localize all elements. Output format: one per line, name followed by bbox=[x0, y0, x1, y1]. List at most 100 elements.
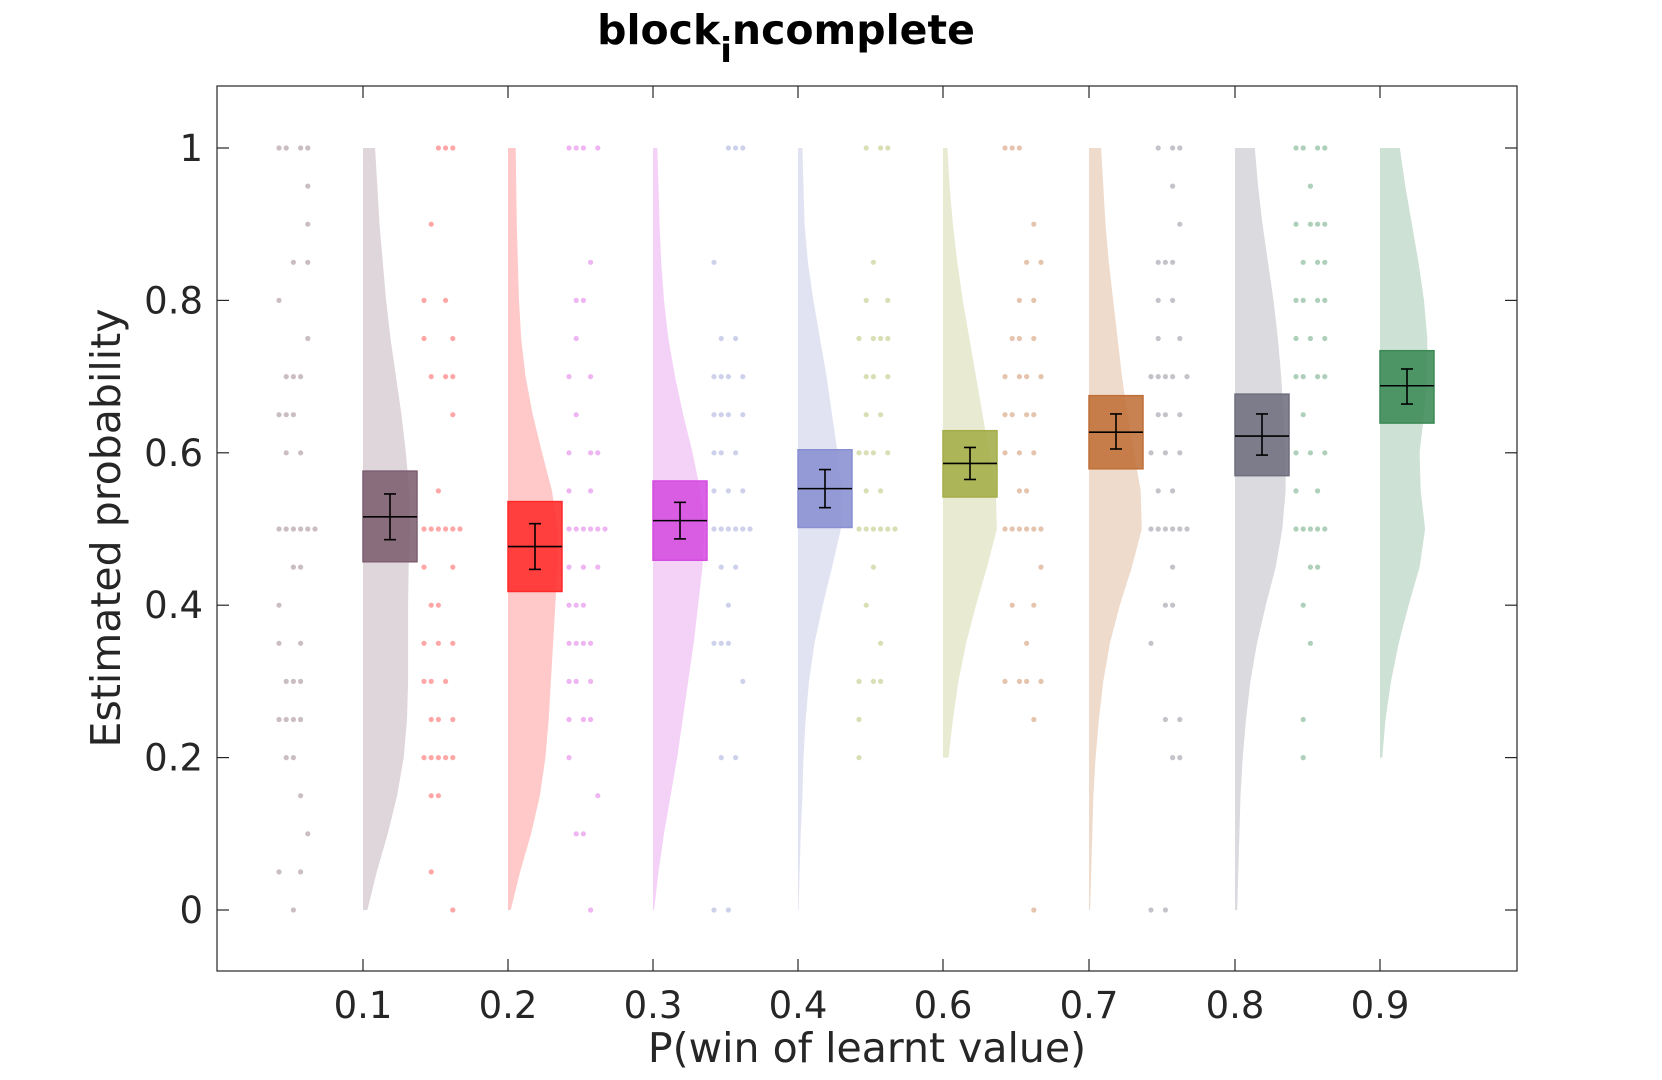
data-point bbox=[1170, 602, 1176, 608]
x-tick-label: 0.8 bbox=[1206, 984, 1265, 1027]
data-point bbox=[1307, 564, 1313, 570]
data-point bbox=[580, 602, 587, 608]
data-point bbox=[885, 297, 891, 303]
data-point bbox=[305, 335, 311, 342]
data-point bbox=[595, 526, 601, 532]
data-point bbox=[1322, 259, 1328, 265]
data-point bbox=[1002, 678, 1008, 685]
data-point bbox=[1031, 297, 1037, 303]
data-point bbox=[428, 221, 434, 227]
data-point bbox=[283, 755, 289, 761]
data-point bbox=[1148, 640, 1154, 646]
data-point bbox=[1315, 488, 1321, 494]
data-point bbox=[1009, 412, 1015, 418]
data-point bbox=[733, 564, 739, 570]
data-point bbox=[290, 716, 296, 723]
data-point bbox=[1038, 526, 1044, 532]
data-point bbox=[566, 145, 572, 151]
data-point bbox=[573, 297, 579, 303]
data-point bbox=[740, 526, 746, 532]
data-point bbox=[421, 335, 427, 342]
data-point bbox=[725, 145, 732, 151]
data-point bbox=[428, 869, 434, 875]
data-point bbox=[290, 755, 296, 761]
data-point bbox=[1155, 259, 1161, 265]
data-point bbox=[885, 335, 891, 342]
data-point bbox=[878, 640, 884, 646]
data-point bbox=[1170, 488, 1176, 494]
data-point bbox=[733, 335, 739, 342]
data-point bbox=[856, 755, 862, 761]
data-point bbox=[283, 412, 289, 418]
data-point bbox=[1024, 259, 1030, 265]
data-point bbox=[435, 755, 441, 761]
chart-title-suffix: ncomplete bbox=[732, 6, 975, 54]
data-point bbox=[443, 145, 449, 151]
data-point bbox=[566, 450, 572, 456]
group-0-7 bbox=[1002, 145, 1144, 913]
y-tick-label: 0.6 bbox=[144, 432, 203, 475]
data-point bbox=[1155, 488, 1161, 494]
data-point bbox=[1155, 412, 1161, 418]
data-point bbox=[1155, 335, 1161, 342]
data-point bbox=[588, 640, 594, 646]
data-point bbox=[870, 678, 877, 685]
data-point bbox=[718, 450, 724, 456]
data-point bbox=[1322, 374, 1328, 380]
data-point bbox=[1177, 716, 1183, 723]
data-point bbox=[1293, 297, 1299, 303]
data-point bbox=[1002, 412, 1008, 418]
data-point bbox=[298, 678, 304, 685]
data-point bbox=[421, 526, 427, 532]
data-point bbox=[1170, 297, 1176, 303]
data-point bbox=[290, 678, 296, 685]
data-point bbox=[1031, 716, 1037, 723]
data-point bbox=[435, 488, 441, 494]
data-point bbox=[878, 488, 884, 494]
data-point bbox=[725, 907, 732, 913]
data-point bbox=[580, 640, 587, 646]
data-point bbox=[290, 564, 296, 570]
data-point bbox=[566, 488, 572, 494]
data-point bbox=[435, 145, 441, 151]
data-point bbox=[870, 335, 877, 342]
data-point bbox=[1177, 145, 1183, 151]
data-point bbox=[421, 297, 427, 303]
data-point bbox=[885, 374, 891, 380]
x-axis: 0.1 0.2 0.3 0.4 0.6 0.7 0.8 0.9 bbox=[334, 86, 1409, 1027]
data-point bbox=[1293, 145, 1299, 151]
data-point bbox=[1177, 221, 1183, 227]
data-point bbox=[711, 412, 717, 418]
data-point bbox=[428, 755, 434, 761]
data-point bbox=[740, 145, 746, 151]
data-point bbox=[863, 297, 869, 303]
data-point bbox=[588, 259, 594, 265]
data-point bbox=[443, 755, 449, 761]
data-point bbox=[1170, 145, 1176, 151]
data-point bbox=[740, 412, 746, 418]
data-point bbox=[1162, 526, 1168, 532]
data-point bbox=[298, 793, 304, 799]
data-point bbox=[1307, 526, 1313, 532]
data-point bbox=[711, 488, 717, 494]
data-point bbox=[1016, 145, 1023, 151]
data-point bbox=[733, 526, 739, 532]
data-point bbox=[595, 793, 601, 799]
data-point bbox=[863, 450, 869, 456]
data-point bbox=[1016, 678, 1023, 685]
data-point bbox=[878, 526, 884, 532]
group-0-6 bbox=[856, 145, 998, 761]
data-point bbox=[1177, 526, 1183, 532]
data-point bbox=[290, 526, 296, 532]
data-point bbox=[718, 564, 724, 570]
data-point bbox=[595, 564, 601, 570]
group-0-9 bbox=[1293, 145, 1435, 761]
data-point bbox=[1300, 374, 1306, 380]
data-point bbox=[1322, 335, 1328, 342]
data-point bbox=[1293, 488, 1299, 494]
data-point bbox=[298, 145, 304, 151]
data-point bbox=[1300, 297, 1306, 303]
data-point bbox=[566, 374, 572, 380]
data-point bbox=[863, 145, 869, 151]
data-point bbox=[1300, 526, 1306, 532]
